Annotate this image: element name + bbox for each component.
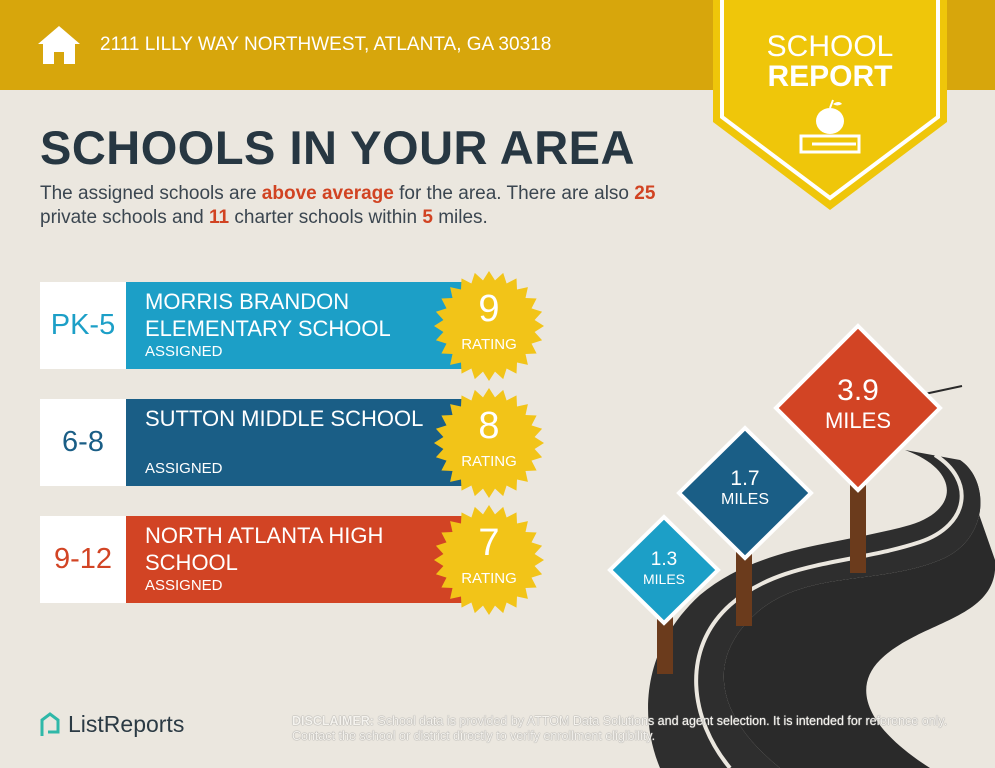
rating-value: 7 (478, 522, 500, 564)
listreports-icon (40, 711, 60, 736)
page-title: SCHOOLS IN YOUR AREA (40, 121, 635, 174)
badge-line2: REPORT (767, 60, 893, 93)
grade-range: 6-8 (40, 399, 126, 486)
rating-label: RATING (461, 570, 517, 587)
rating-seal (434, 388, 544, 498)
grade-range: PK-5 (40, 282, 126, 369)
intro-text: The assigned schools are above average f… (40, 183, 656, 228)
distance-sign-2 (676, 425, 814, 561)
rating-seal (434, 271, 544, 381)
school-name: SUTTON MIDDLE SCHOOL (145, 406, 424, 431)
distance-sign-3 (773, 323, 943, 493)
sign-2-label: 1.7 MILES (720, 467, 769, 508)
school-status: ASSIGNED (145, 577, 223, 594)
rating-label: RATING (461, 453, 517, 470)
school-status: ASSIGNED (145, 343, 223, 360)
disclaimer: DISCLAIMER: School data is provided by A… (292, 714, 948, 743)
rating-label: RATING (461, 336, 517, 353)
property-address: 2111 LILLY WAY NORTHWEST, ATLANTA, GA 30… (100, 34, 552, 55)
grade-range: 9-12 (40, 516, 126, 603)
school-bar: MORRIS BRANDON ELEMENTARY SCHOOL ASSIGNE… (126, 282, 466, 369)
distance-sign-1 (607, 514, 721, 626)
home-icon (38, 26, 80, 64)
listreports-logo: ListReports (38, 711, 184, 738)
school-bar: SUTTON MIDDLE SCHOOL ASSIGNED (126, 399, 466, 486)
sign-3-label: 3.9 MILES (824, 374, 892, 433)
rating-value: 8 (478, 405, 500, 447)
badge-line1: SCHOOL (766, 30, 894, 63)
rating-value: 9 (478, 288, 500, 330)
school-name: NORTH ATLANTA HIGH SCHOOL (145, 523, 384, 575)
apple-books-icon (799, 99, 861, 154)
school-status: ASSIGNED (145, 460, 223, 477)
rating-seal (434, 505, 544, 615)
school-name: MORRIS BRANDON ELEMENTARY SCHOOL (145, 289, 391, 341)
school-report-badge (713, 0, 947, 210)
sign-1-label: 1.3 MILES (642, 549, 685, 587)
school-bar: NORTH ATLANTA HIGH SCHOOL ASSIGNED (126, 516, 466, 603)
